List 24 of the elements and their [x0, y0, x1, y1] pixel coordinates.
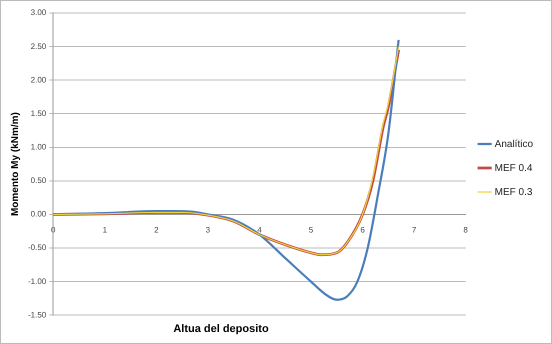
- y-tick-label: -1.50: [28, 310, 47, 320]
- legend-label: MEF 0.4: [494, 162, 533, 174]
- x-axis-title: Altua del deposito: [172, 323, 270, 335]
- x-tick-label: 7: [412, 225, 417, 234]
- x-tick-label: 6: [360, 225, 366, 234]
- x-tick-label: 1: [102, 225, 108, 234]
- y-tick-label: -0.50: [28, 243, 47, 252]
- y-tick-label: 2.00: [30, 75, 47, 84]
- y-tick-label: 0.50: [30, 176, 47, 186]
- x-tick-label: 5: [308, 225, 314, 234]
- y-tick-label: 2.50: [30, 42, 47, 51]
- y-tick-label: 1.00: [30, 142, 47, 152]
- legend-label: MEF 0.3: [494, 186, 533, 198]
- x-tick-label: 2: [154, 225, 160, 234]
- x-tick-label: 8: [463, 225, 468, 234]
- line-series: [53, 38, 400, 301]
- legend-label: Analítico: [494, 138, 534, 150]
- y-axis-title: Momento My (kNm/m): [10, 112, 21, 216]
- y-tick-label: 3.00: [30, 8, 47, 18]
- y-tick-label: 0.00: [30, 210, 47, 219]
- y-tick-label: -1.00: [28, 276, 47, 286]
- x-tick-label: 4: [257, 225, 262, 234]
- y-tick-label: 1.50: [30, 108, 47, 118]
- x-tick-label: 3: [206, 225, 211, 234]
